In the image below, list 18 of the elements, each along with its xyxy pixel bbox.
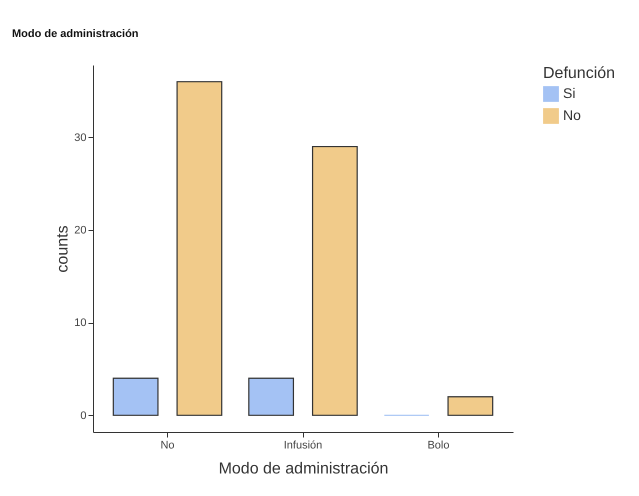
legend-label: Si <box>563 85 576 101</box>
y-tick-label: 20 <box>74 224 86 236</box>
y-tick-label: 10 <box>74 317 86 330</box>
y-tick-label: 0 <box>80 410 86 422</box>
legend-title: Defunción <box>543 65 616 82</box>
legend-label: No <box>563 107 582 123</box>
chart-title: Modo de administración <box>12 28 139 40</box>
x-axis-title: Modo de administración <box>218 460 388 478</box>
bar <box>312 146 358 416</box>
y-axis-title: counts <box>54 225 72 273</box>
y-tick-label: 30 <box>74 132 86 144</box>
bar <box>176 81 222 416</box>
bar <box>248 378 294 416</box>
bar <box>447 396 494 416</box>
bar <box>112 378 159 416</box>
x-tick-label: Infusión <box>284 440 322 452</box>
x-tick-label: No <box>160 440 175 452</box>
x-tick-label: Bolo <box>427 440 450 452</box>
